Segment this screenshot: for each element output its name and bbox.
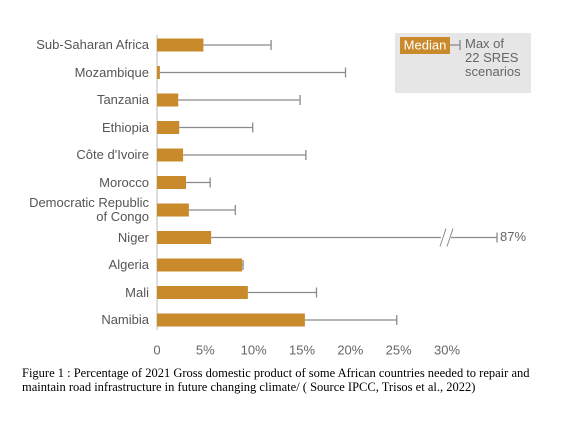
category-label: Democratic Republic of Congo [29,195,149,224]
category-label: Mali [125,284,149,300]
legend-label: Max of 22 SRES scenarios [465,36,521,79]
x-tick-label: 15% [289,342,315,357]
category-label: Algeria [108,257,149,272]
x-tick-label: 20% [337,342,363,357]
bar [157,231,212,244]
bar [157,38,204,52]
axis-break [439,228,447,247]
bar [157,66,160,79]
bar [157,148,184,162]
category-label: Niger [117,229,149,245]
max-value-label: 87% [500,229,526,244]
category-label: Namibia [101,312,149,327]
bar [157,203,189,217]
category-label: Morocco [99,174,149,190]
bar [157,313,305,327]
category-label: Côte d'Ivoire [76,147,149,162]
legend-label: Median [404,37,447,52]
bar [157,121,180,134]
x-tick-label: 10% [241,342,267,357]
category-label: Ethiopia [102,119,149,135]
category-label: Tanzania [96,92,149,107]
x-tick-label: 5% [196,342,215,357]
category-label: Mozambique [74,64,149,80]
category-label: Sub-Saharan Africa [36,37,149,52]
axis-break-gap [441,234,451,241]
legend-swatch [400,37,450,54]
bar [157,93,179,107]
axis-break [446,228,454,247]
bar [157,258,243,272]
caption: Figure 1 : Percentage of 2021 Gross dome… [22,366,530,394]
bar [157,176,186,189]
x-tick-label: 30% [434,342,460,357]
x-tick-label: 0 [153,342,160,357]
bar [157,286,248,299]
x-tick-label: 25% [386,342,412,357]
